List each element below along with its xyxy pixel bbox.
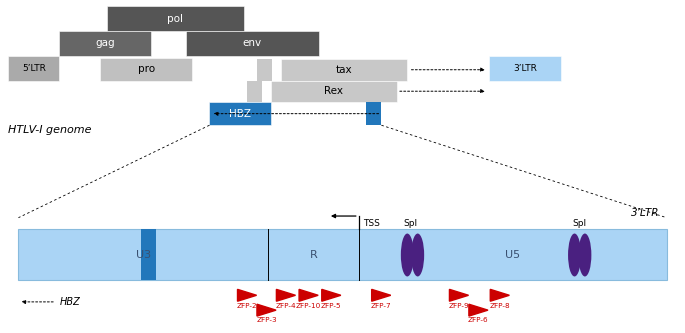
Bar: [271, 81, 397, 102]
Polygon shape: [276, 289, 295, 301]
Polygon shape: [322, 289, 341, 301]
Text: env: env: [242, 39, 262, 49]
Text: ZFP-2: ZFP-2: [237, 303, 258, 309]
Text: HBZ: HBZ: [229, 109, 251, 119]
Text: pol: pol: [167, 14, 184, 24]
Bar: [281, 59, 408, 81]
Text: 3’LTR: 3’LTR: [632, 208, 660, 218]
Text: HTLV-I genome: HTLV-I genome: [8, 125, 92, 135]
Polygon shape: [238, 289, 257, 301]
Ellipse shape: [401, 233, 414, 276]
Text: R: R: [310, 250, 317, 260]
Text: ZFP-4: ZFP-4: [275, 303, 296, 309]
Bar: [489, 56, 561, 81]
Bar: [100, 58, 192, 81]
Polygon shape: [469, 304, 488, 316]
Text: gag: gag: [96, 39, 115, 49]
Text: ZFP-7: ZFP-7: [371, 303, 392, 309]
Bar: [258, 59, 272, 81]
Polygon shape: [299, 289, 318, 301]
Text: U5: U5: [505, 250, 520, 260]
Polygon shape: [449, 289, 469, 301]
Text: ZFP-6: ZFP-6: [468, 317, 488, 323]
Text: U3: U3: [136, 250, 151, 260]
Polygon shape: [372, 289, 390, 301]
Text: SpI: SpI: [403, 219, 418, 228]
Ellipse shape: [411, 233, 424, 276]
Text: pro: pro: [138, 64, 155, 74]
Text: TSS: TSS: [363, 219, 379, 228]
Text: ZFP-8: ZFP-8: [490, 303, 510, 309]
Text: 5’LTR: 5’LTR: [22, 64, 46, 73]
Bar: [141, 229, 156, 280]
Bar: [18, 229, 667, 280]
Text: ZFP-5: ZFP-5: [321, 303, 342, 309]
Polygon shape: [490, 289, 510, 301]
Text: SpI: SpI: [572, 219, 586, 228]
Text: 3’LTR: 3’LTR: [513, 64, 537, 73]
Text: Rex: Rex: [325, 86, 343, 96]
Bar: [107, 6, 244, 31]
Text: tax: tax: [336, 65, 353, 75]
Bar: [366, 102, 382, 125]
Polygon shape: [257, 304, 276, 316]
Text: ZFP-3: ZFP-3: [256, 317, 277, 323]
Ellipse shape: [578, 233, 591, 276]
Bar: [186, 31, 319, 56]
Text: HBZ: HBZ: [60, 297, 80, 307]
Bar: [8, 56, 60, 81]
Bar: [247, 81, 262, 102]
Text: ZFP-10: ZFP-10: [296, 303, 321, 309]
Ellipse shape: [568, 233, 581, 276]
Bar: [60, 31, 151, 56]
Text: ZFP-9: ZFP-9: [449, 303, 469, 309]
Bar: [210, 102, 271, 125]
